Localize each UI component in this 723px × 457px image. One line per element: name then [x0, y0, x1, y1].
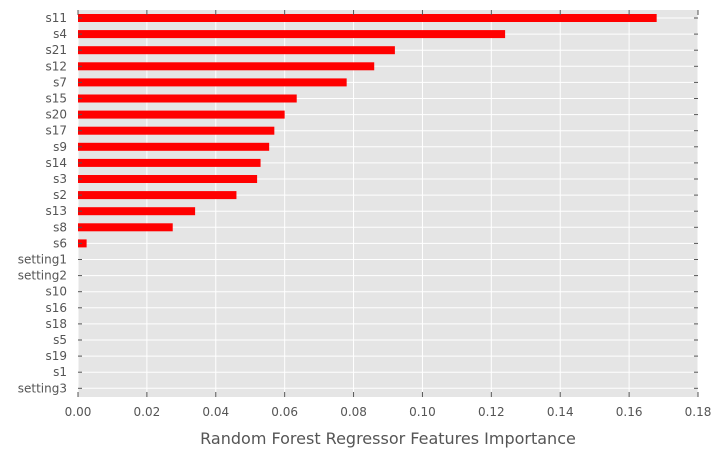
- bar-s20: [78, 110, 285, 119]
- bar-s2: [78, 191, 237, 200]
- bar-s9: [78, 142, 270, 151]
- bar-s14: [78, 158, 261, 167]
- bar-s21: [78, 46, 395, 55]
- x-tick-label: 0.08: [340, 405, 367, 419]
- y-tick-label: s14: [45, 156, 67, 170]
- x-tick-label: 0.04: [202, 405, 229, 419]
- x-tick-label: 0.06: [271, 405, 298, 419]
- bar-s13: [78, 207, 196, 216]
- x-tick-label: 0.14: [547, 405, 574, 419]
- plot-background: [78, 10, 698, 397]
- y-tick-label: s19: [45, 349, 67, 363]
- bar-s8: [78, 223, 173, 232]
- y-tick-label: s21: [45, 43, 67, 57]
- y-tick-label: s13: [45, 204, 67, 218]
- y-tick-label: s20: [45, 108, 67, 122]
- bar-s11: [78, 14, 657, 22]
- x-axis-title: Random Forest Regressor Features Importa…: [200, 429, 576, 448]
- x-tick-label: 0.02: [134, 405, 161, 419]
- bar-s12: [78, 62, 375, 71]
- bars: [78, 14, 657, 248]
- y-tick-label: s6: [53, 236, 67, 250]
- y-tick-label: setting3: [18, 381, 67, 395]
- x-tick-labels: 0.00 0.02 0.04 0.06 0.08 0.10 0.12 0.14 0.16 0.18: [65, 405, 712, 419]
- y-tick-label: s4: [53, 27, 67, 41]
- y-tick-label: s2: [53, 188, 67, 202]
- y-tick-label: s17: [45, 124, 67, 138]
- y-tick-label: s8: [53, 220, 67, 234]
- y-tick-label: setting1: [18, 253, 67, 267]
- bar-s3: [78, 175, 258, 183]
- y-tick-label: s10: [45, 285, 67, 299]
- x-tick-label: 0.00: [65, 405, 92, 419]
- y-tick-label: s18: [45, 317, 67, 331]
- bar-s4: [78, 30, 506, 39]
- y-tick-label: setting2: [18, 269, 67, 283]
- y-tick-label: s1: [53, 365, 67, 379]
- bar-s17: [78, 126, 275, 135]
- y-tick-labels: s11 s4 s21 s12 s7 s15 s20 s17 s9 s14 s3 s2 s13 s8 s6 se…: [18, 11, 67, 395]
- y-tick-label: s9: [53, 140, 67, 154]
- bar-s6: [78, 239, 87, 248]
- y-tick-label: s16: [45, 301, 67, 315]
- y-tick-label: s15: [45, 92, 67, 106]
- x-tick-label: 0.10: [409, 405, 436, 419]
- y-tick-label: s7: [53, 75, 67, 89]
- y-tick-label: s3: [53, 172, 67, 186]
- x-tick-label: 0.18: [685, 405, 712, 419]
- y-tick-label: s12: [45, 59, 67, 73]
- bar-s15: [78, 94, 297, 103]
- x-tick-label: 0.16: [616, 405, 643, 419]
- bar-s7: [78, 78, 347, 87]
- tick-marks: [77, 10, 699, 397]
- y-tick-label: s11: [45, 11, 67, 25]
- y-tick-label: s5: [53, 333, 67, 347]
- x-tick-label: 0.12: [478, 405, 505, 419]
